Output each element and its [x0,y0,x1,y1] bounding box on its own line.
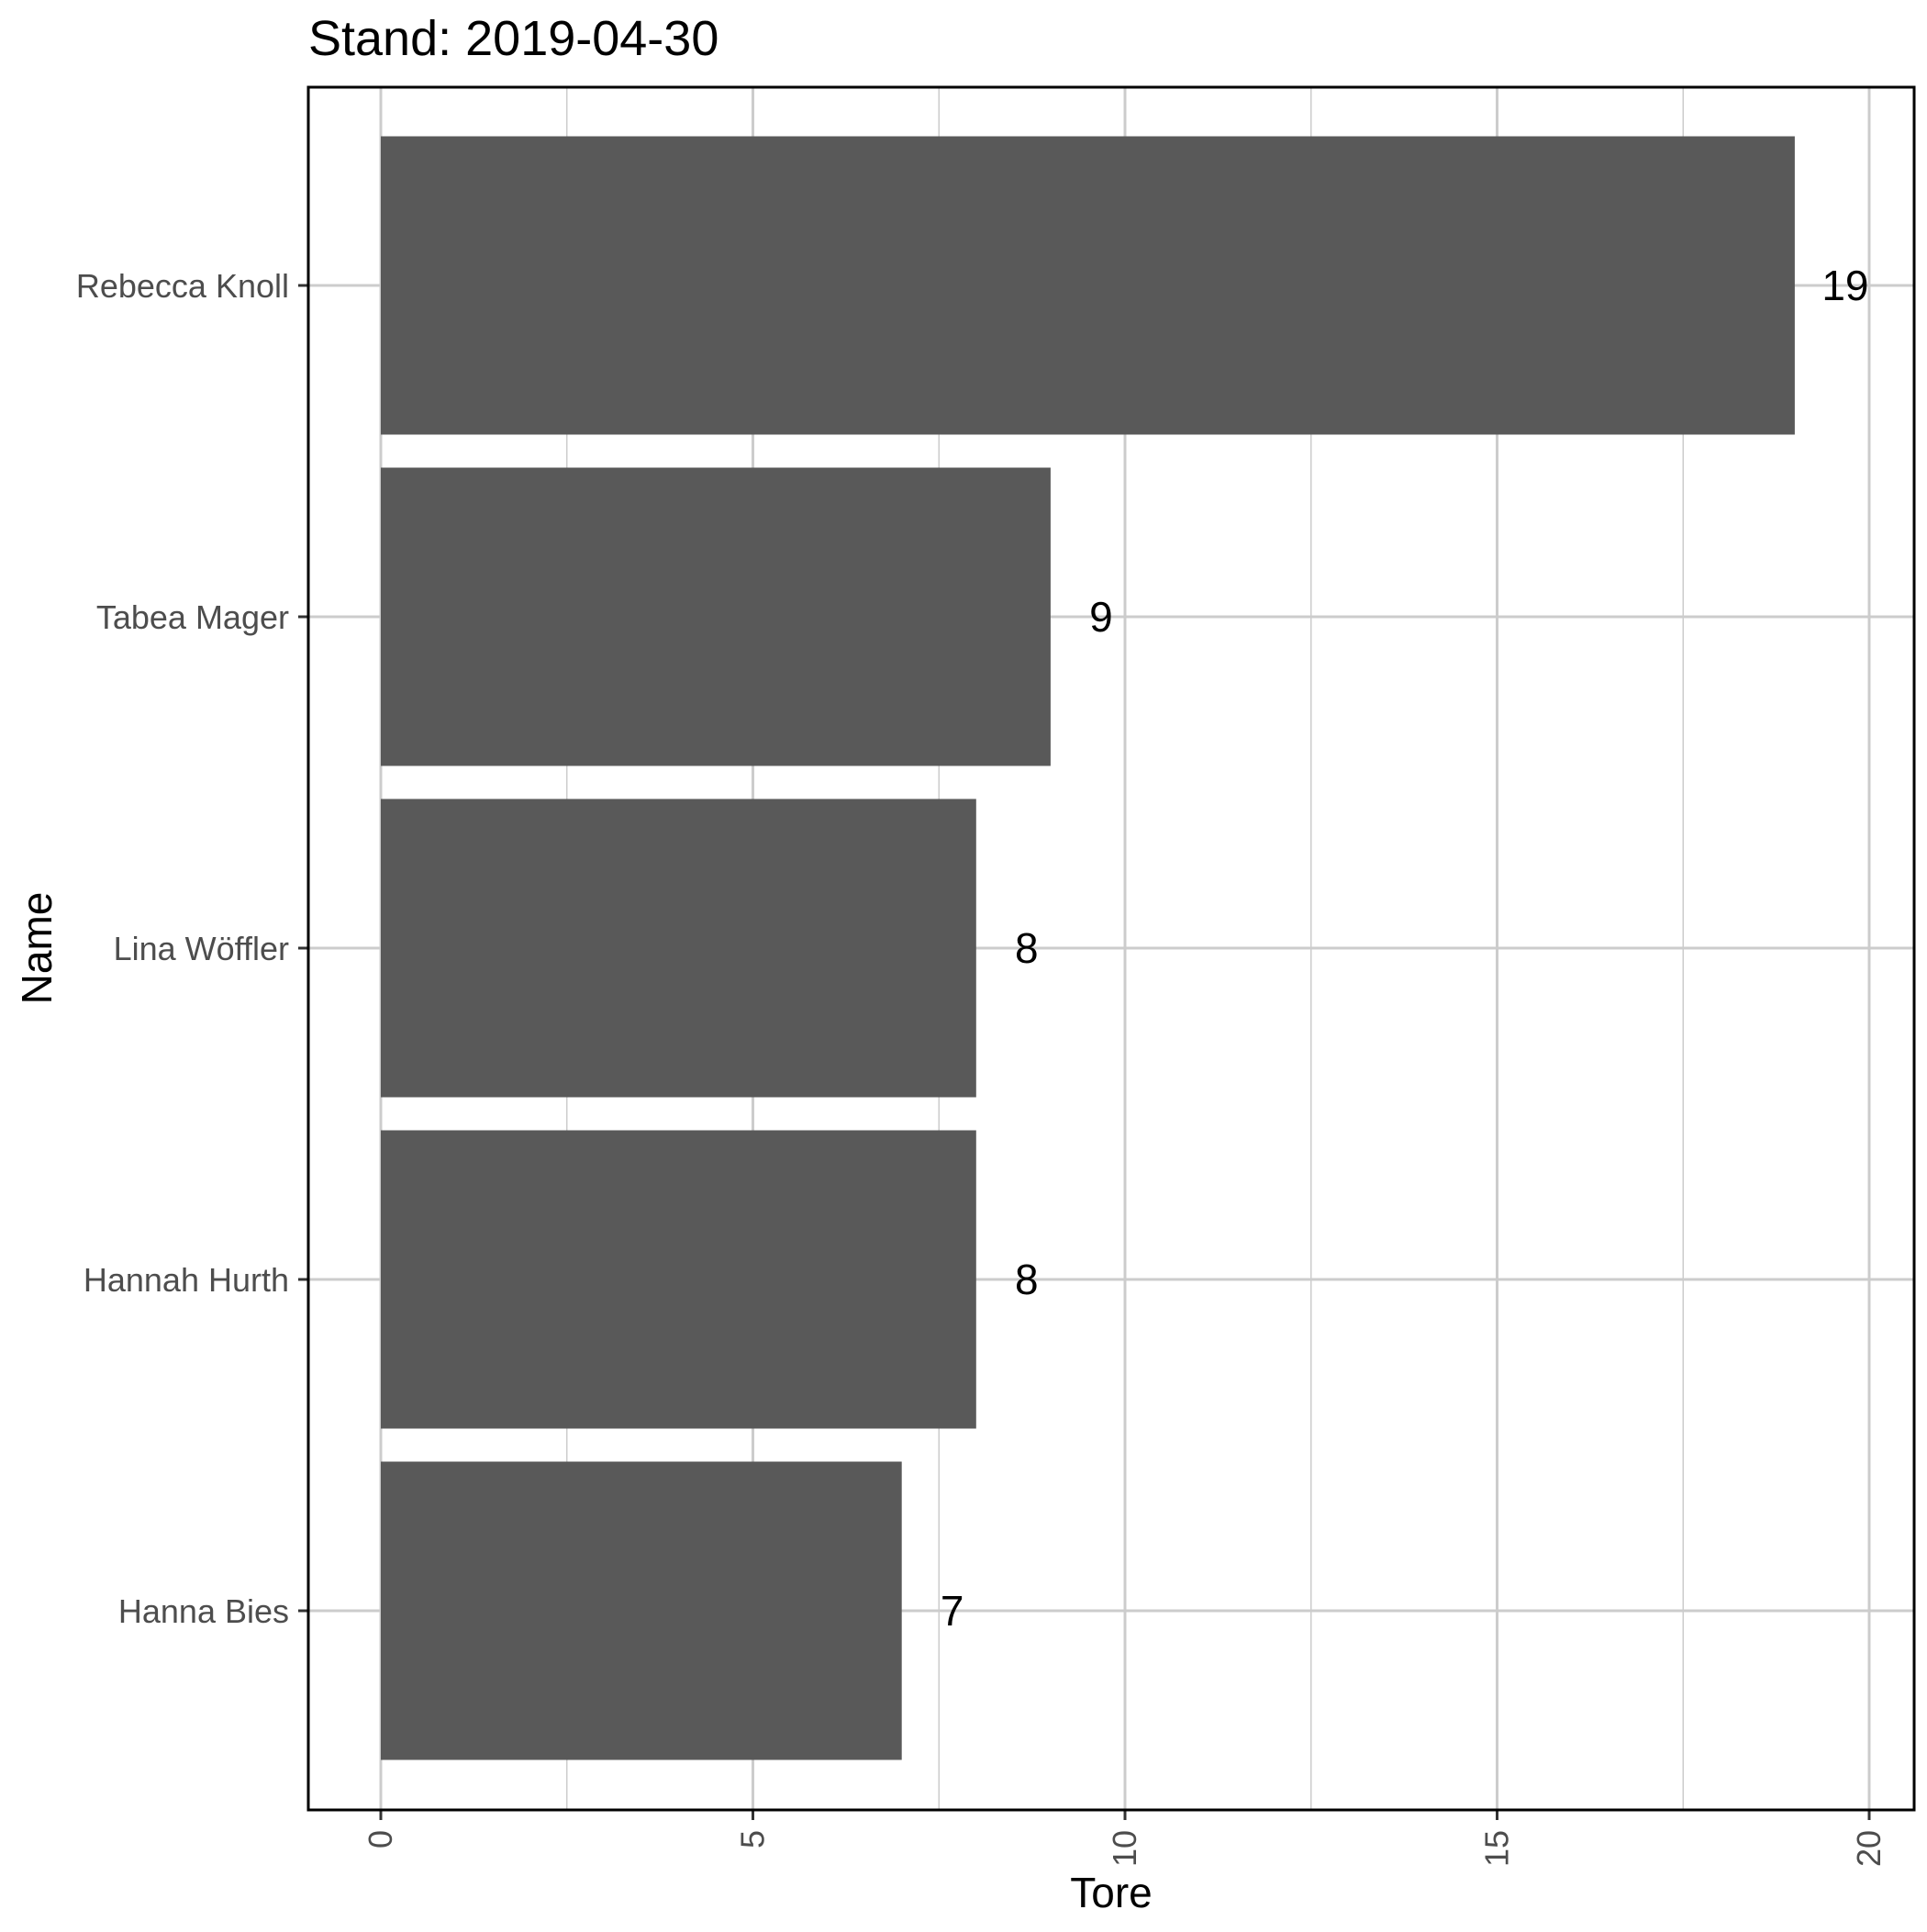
x-tick-label: 0 [362,1830,399,1848]
chart-title: Stand: 2019-04-30 [308,11,718,66]
x-tick-label: 10 [1106,1830,1143,1867]
x-tick-label: 20 [1850,1830,1888,1867]
y-tick-label: Rebecca Knoll [76,267,289,305]
data-label: 8 [1015,924,1039,972]
y-tick-label: Lina Wöffler [114,930,289,967]
bar [381,1462,902,1760]
y-tick-label: Tabea Mager [96,598,289,636]
y-tick-label: Hannah Hurth [84,1261,289,1299]
bar [381,1131,976,1429]
x-tick-label: 5 [734,1830,772,1848]
y-tick-label: Hanna Bies [118,1592,289,1630]
data-label: 8 [1015,1256,1039,1303]
bar [381,137,1795,435]
bar [381,468,1051,766]
data-label: 9 [1089,593,1113,641]
bar [381,799,976,1098]
data-label: 7 [941,1587,964,1635]
data-label: 19 [1821,262,1868,309]
y-axis-title: Name [13,892,61,1005]
x-axis-title: Tore [1070,1869,1152,1916]
x-tick-label: 15 [1478,1830,1516,1867]
